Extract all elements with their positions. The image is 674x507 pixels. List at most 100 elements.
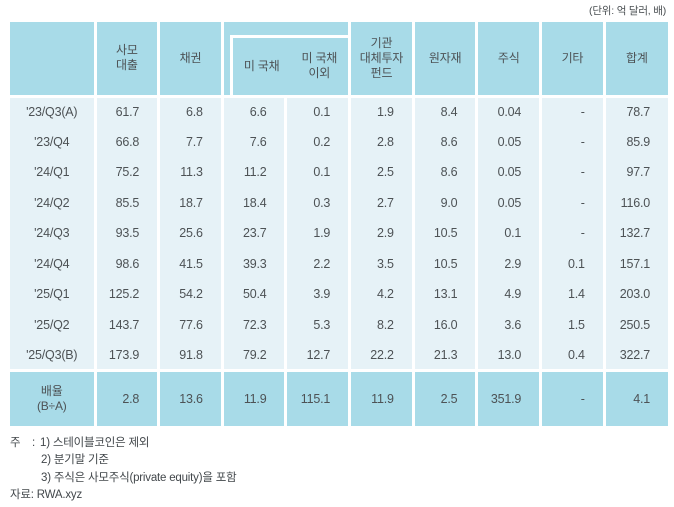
value-cell: 10.5 [413,218,479,249]
value-cell: 0.1 [540,248,606,279]
value-cell: 1.9 [349,96,415,127]
value-cell: 3.9 [285,279,352,310]
row-label: '24/Q3 [10,218,97,249]
value-cell: 50.4 [222,279,288,310]
table-header: 사모 대출 채권 미 국채 미 국채 이외 기관 대체투자 펀드 원자재 주식 … [10,22,668,98]
col-header-us-treasury-other: 미 국채 이외 [301,51,338,81]
value-cell: 0.04 [476,96,543,127]
corner-cell [10,22,97,98]
ratio-value-cell: 2.5 [413,369,479,426]
value-cell: 61.7 [95,96,161,127]
ratio-value-cell: 11.9 [222,369,288,426]
table-footer: 배율 (B÷A) 2.8 13.6 11.9 115.1 11.9 2.5 35… [10,369,668,426]
value-cell: 16.0 [413,309,479,340]
note-item-1: 1) 스테이블코인은 제외 [40,436,150,449]
value-cell: 4.9 [476,279,543,310]
note-prefix: 주 [10,436,21,449]
value-cell: 0.1 [285,157,352,188]
value-cell: 116.0 [604,187,668,218]
table-row: '23/Q4 66.8 7.7 7.6 0.2 2.8 8.6 0.05-85.9 [10,126,668,157]
value-cell: 10.5 [413,248,479,279]
value-cell: 203.0 [604,279,668,310]
value-cell: 91.8 [158,340,224,371]
value-cell: 75.2 [95,157,161,188]
ratio-value-cell: 351.9 [476,369,543,426]
value-cell: 0.1 [476,218,543,249]
col-header-private-credit: 사모 대출 [95,22,161,98]
value-cell: 0.05 [476,187,543,218]
value-cell: 0.05 [476,126,543,157]
value-cell: - [540,126,606,157]
value-cell: 9.0 [413,187,479,218]
value-cell: 2.8 [349,126,415,157]
value-cell: 41.5 [158,248,224,279]
ratio-row: 배율 (B÷A) 2.8 13.6 11.9 115.1 11.9 2.5 35… [10,369,668,426]
value-cell: 4.2 [349,279,415,310]
value-cell: 1.5 [540,309,606,340]
note-item-2: 2) 분기말 기준 [41,454,109,466]
value-cell: 12.7 [285,340,352,371]
value-cell: 22.2 [349,340,415,371]
col-header-us-treasury: 미 국채 [243,58,280,73]
value-cell: 6.8 [158,96,224,127]
value-cell: 1.4 [540,279,606,310]
value-cell: 132.7 [604,218,668,249]
value-cell: 157.1 [604,248,668,279]
value-cell: 143.7 [95,309,161,340]
value-cell: 173.9 [95,340,161,371]
value-cell: 18.7 [158,187,224,218]
ratio-value-cell: - [540,369,606,426]
ratio-row-label: 배율 (B÷A) [10,369,97,426]
table-row: '24/Q3 93.5 25.6 23.7 1.9 2.9 10.5 0.1-132.7 [10,218,668,249]
ratio-value-cell: 115.1 [285,369,352,426]
value-cell: 2.9 [476,248,543,279]
value-cell: 66.8 [95,126,161,157]
value-cell: 0.3 [285,187,352,218]
value-cell: 79.2 [222,340,288,371]
table-row: '25/Q2 143.7 77.6 72.3 5.3 8.2 16.0 3.6 1.5 250.5 [10,309,668,340]
col-header-stocks: 주식 [476,22,543,98]
value-cell: 0.2 [285,126,352,157]
col-header-others: 기타 [540,22,606,98]
value-cell: 18.4 [222,187,288,218]
ratio-value-cell: 4.1 [604,369,668,426]
value-cell: 25.6 [158,218,224,249]
header-row: 사모 대출 채권 미 국채 미 국채 이외 기관 대체투자 펀드 원자재 주식 … [10,22,668,98]
table-row: '25/Q1 125.2 54.2 50.4 3.9 4.2 13.1 4.9 1.4 203.0 [10,279,668,310]
value-cell: 0.4 [540,340,606,371]
value-cell: 39.3 [222,248,288,279]
value-cell: 13.1 [413,279,479,310]
value-cell: 322.7 [604,340,668,371]
ratio-value-cell: 11.9 [349,369,415,426]
table-row: '23/Q3(A) 61.7 6.8 6.6 0.1 1.9 8.4 0.04-78.7 [10,96,668,127]
value-cell: 11.3 [158,157,224,188]
ratio-value-cell: 2.8 [95,369,161,426]
note-item-3: 3) 주식은 사모주식(private equity)을 포함 [41,471,237,484]
table-row: '24/Q1 75.2 11.3 11.2 0.1 2.5 8.6 0.05-97.7 [10,157,668,188]
table-row: '24/Q2 85.5 18.7 18.4 0.3 2.7 9.0 0.05-116.0 [10,187,668,218]
value-cell: 23.7 [222,218,288,249]
rwa-aum-table: 사모 대출 채권 미 국채 미 국채 이외 기관 대체투자 펀드 원자재 주식 … [10,22,668,426]
value-cell: 98.6 [95,248,161,279]
value-cell: 250.5 [604,309,668,340]
value-cell: 3.5 [349,248,415,279]
value-cell: 2.5 [349,157,415,188]
col-header-institutional-alt-fund: 기관 대체투자 펀드 [349,22,415,98]
value-cell: 78.7 [604,96,668,127]
value-cell: 72.3 [222,309,288,340]
value-cell: 97.7 [604,157,668,188]
row-label: '25/Q3(B) [10,340,97,371]
value-cell: 85.9 [604,126,668,157]
table-row: '24/Q4 98.6 41.5 39.3 2.2 3.5 10.5 2.9 0.1 157.1 [10,248,668,279]
value-cell: 85.5 [95,187,161,218]
ratio-value-cell: 13.6 [158,369,224,426]
row-label: '24/Q4 [10,248,97,279]
value-cell: 21.3 [413,340,479,371]
unit-label: (단위: 억 달러, 배) [589,5,666,17]
value-cell: 1.9 [285,218,352,249]
value-cell: 7.6 [222,126,288,157]
col-header-total: 합계 [604,22,668,98]
row-label: '23/Q3(A) [10,96,97,127]
note-line-1: 주:1) 스테이블코인은 제외 [10,435,666,453]
value-cell: - [540,218,606,249]
